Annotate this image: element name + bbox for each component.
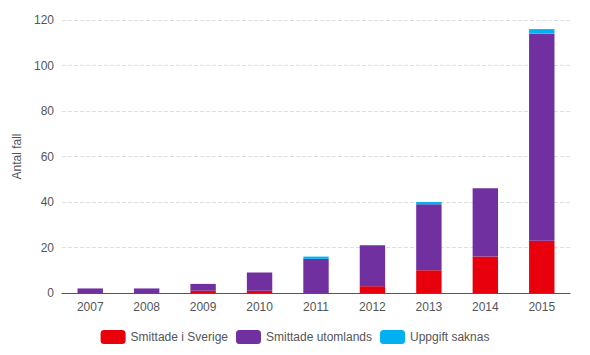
svg-text:40: 40 [41,195,55,209]
svg-text:2010: 2010 [246,300,273,314]
svg-text:2013: 2013 [416,300,443,314]
svg-text:2012: 2012 [359,300,386,314]
svg-text:20: 20 [41,241,55,255]
svg-text:80: 80 [41,104,55,118]
svg-text:60: 60 [41,150,55,164]
svg-text:Smittade utomlands: Smittade utomlands [266,330,372,344]
svg-text:Uppgift saknas: Uppgift saknas [410,330,489,344]
svg-text:0: 0 [47,286,54,300]
svg-text:100: 100 [34,59,54,73]
svg-text:2009: 2009 [190,300,217,314]
svg-text:Smittade i Sverige: Smittade i Sverige [131,330,229,344]
svg-text:2008: 2008 [133,300,160,314]
svg-text:120: 120 [34,13,54,27]
svg-text:Antal fall: Antal fall [10,133,24,179]
svg-text:2015: 2015 [528,300,555,314]
svg-text:2011: 2011 [303,300,329,314]
svg-text:2007: 2007 [77,300,104,314]
svg-text:2014: 2014 [472,300,499,314]
